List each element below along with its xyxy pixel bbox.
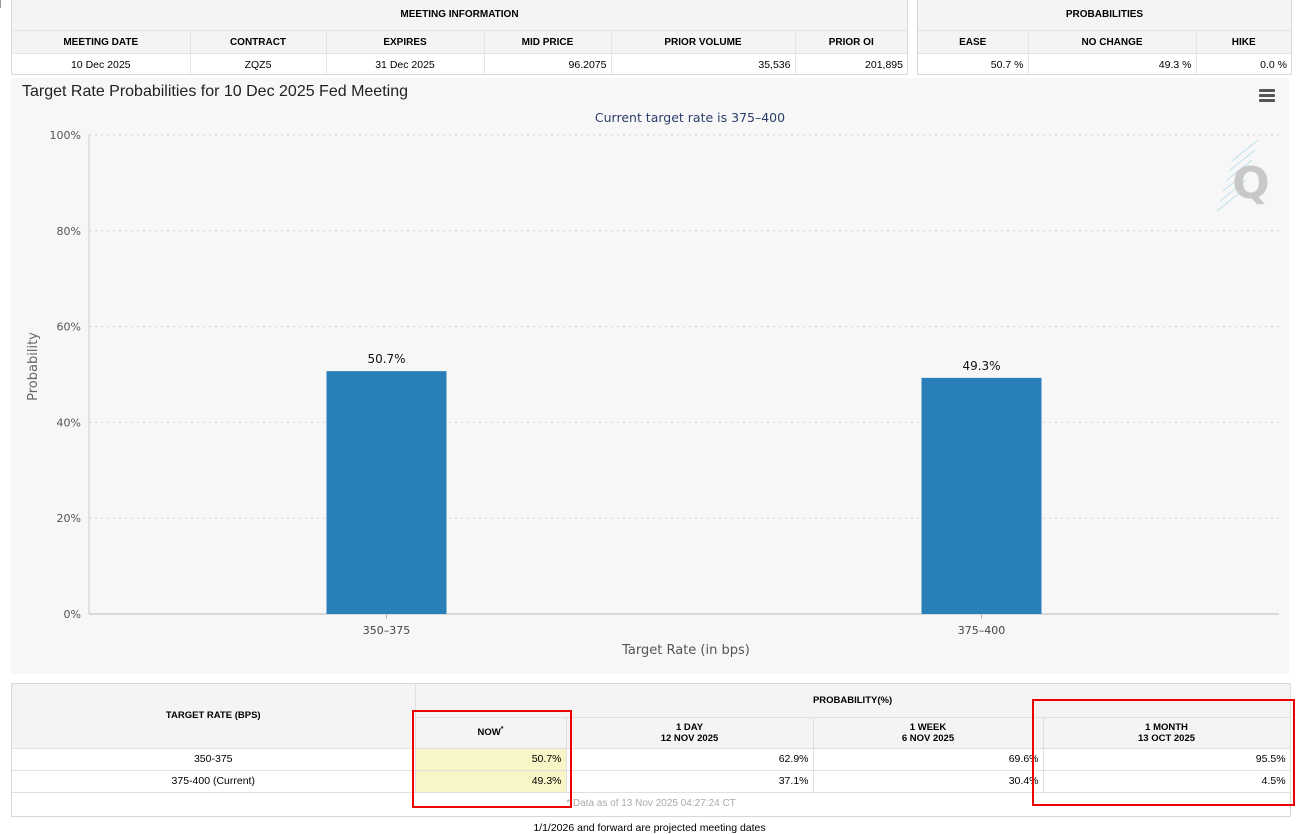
- now-cell: 49.3%: [415, 770, 567, 793]
- header-meeting-date: MEETING DATE: [12, 31, 191, 54]
- meeting-info-title: MEETING INFORMATION: [12, 0, 907, 31]
- y-axis-title: Probability: [26, 332, 41, 401]
- edge-marker: [0, 0, 1, 8]
- header-ease: EASE: [918, 31, 1029, 54]
- y-tick-label: 60%: [57, 321, 81, 334]
- no-change-value: 49.3 %: [1028, 53, 1197, 76]
- x-tick-label: 375–400: [958, 624, 1006, 637]
- day-cell: 37.1%: [566, 770, 814, 793]
- watermark-stripe: [1231, 139, 1259, 162]
- header-1-week: 1 WEEK 6 NOV 2025: [813, 717, 1044, 749]
- header-probability-group: PROBABILITY(%): [415, 684, 1291, 718]
- bar-chart: Q 0% 20% 40% 60% 80% 100% 50.7% 350–375 49.3% 375…: [26, 110, 1279, 658]
- probability-history-panel: TARGET RATE (BPS) PROBABILITY(%) NOW* 1 …: [11, 683, 1291, 817]
- header-mid-price: MID PRICE: [484, 31, 612, 54]
- week-cell: 69.6%: [813, 748, 1044, 771]
- meeting-info-table: MEETING DATE CONTRACT EXPIRES MID PRICE …: [12, 31, 907, 76]
- prior-volume-value: 35,536: [611, 53, 796, 76]
- header-1-day: 1 DAY 12 NOV 2025: [566, 717, 814, 749]
- data-label: 50.7%: [367, 352, 405, 366]
- rate-cell: 375-400 (Current): [12, 770, 416, 793]
- bars: [326, 371, 1042, 614]
- header-now: NOW*: [415, 717, 567, 749]
- meeting-info-panel: MEETING INFORMATION MEETING DATE CONTRAC…: [11, 0, 908, 76]
- chart-subtitle: Current target rate is 375–400: [595, 110, 785, 125]
- y-tick-label: 0%: [64, 608, 81, 621]
- probabilities-table: EASE NO CHANGE HIKE 50.7 % 49.3 % 0.0 %: [918, 31, 1291, 76]
- chart-menu-icon[interactable]: [1259, 89, 1275, 102]
- y-tick-label: 20%: [57, 512, 81, 525]
- watermark-stripe: [1216, 189, 1244, 212]
- table-row: 375-400 (Current) 49.3% 37.1% 30.4% 4.5%: [12, 770, 1291, 793]
- bar-1: [921, 377, 1042, 614]
- month-cell: 95.5%: [1043, 748, 1291, 771]
- mid-price-value: 96.2075: [484, 53, 612, 76]
- chart-title: Target Rate Probabilities for 10 Dec 202…: [22, 83, 408, 100]
- y-tick-label: 100%: [50, 129, 81, 142]
- header-prior-volume: PRIOR VOLUME: [611, 31, 796, 54]
- expires-value: 31 Dec 2025: [326, 53, 485, 76]
- watermark-q: Q: [1232, 158, 1269, 209]
- watermark-logo: Q: [1216, 139, 1270, 212]
- now-cell: 50.7%: [415, 748, 567, 771]
- bar-0: [326, 371, 447, 614]
- header-target-rate: TARGET RATE (BPS): [12, 684, 416, 749]
- ease-value: 50.7 %: [918, 53, 1029, 76]
- data-label: 49.3%: [962, 359, 1000, 373]
- grid-lines: [89, 134, 1279, 519]
- watermark-stripe: [1222, 169, 1250, 192]
- prior-oi-value: 201,895: [795, 53, 907, 76]
- header-contract: CONTRACT: [190, 31, 327, 54]
- labels: 0% 20% 40% 60% 80% 100% 50.7% 350–375 49.3% 375–4…: [26, 110, 1005, 658]
- day-cell: 62.9%: [566, 748, 814, 771]
- header-prior-oi: PRIOR OI: [795, 31, 907, 54]
- y-tick-label: 80%: [57, 225, 81, 238]
- probability-history-table: TARGET RATE (BPS) PROBABILITY(%) NOW* 1 …: [12, 684, 1291, 793]
- probabilities-title: PROBABILITIES: [918, 0, 1291, 31]
- x-tick-label: 350–375: [363, 624, 411, 637]
- watermark-stripe: [1225, 159, 1253, 182]
- meeting-date-value: 10 Dec 2025: [12, 53, 191, 76]
- week-cell: 30.4%: [813, 770, 1044, 793]
- watermark-stripe: [1228, 149, 1256, 172]
- header-hike: HIKE: [1196, 31, 1291, 54]
- header-no-change: NO CHANGE: [1028, 31, 1197, 54]
- contract-value: ZQZ5: [190, 53, 327, 76]
- rate-cell: 350-375: [12, 748, 416, 771]
- probabilities-panel: PROBABILITIES EASE NO CHANGE HIKE 50.7 %…: [917, 0, 1292, 76]
- chart-container: Q 0% 20% 40% 60% 80% 100% 50.7% 350–375 49.3% 375…: [11, 78, 1289, 674]
- projected-dates-note: 1/1/2026 and forward are projected meeti…: [533, 822, 766, 834]
- axes: [88, 135, 1279, 619]
- watermark-stripe: [1219, 179, 1247, 202]
- table-row: 350-375 50.7% 62.9% 69.6% 95.5%: [12, 748, 1291, 771]
- data-timestamp-footnote: * Data as of 13 Nov 2025 04:27:24 CT: [566, 798, 736, 809]
- y-tick-label: 40%: [57, 416, 81, 429]
- x-axis-title: Target Rate (in bps): [621, 643, 750, 658]
- header-expires: EXPIRES: [326, 31, 485, 54]
- hike-value: 0.0 %: [1196, 53, 1291, 76]
- header-1-month: 1 MONTH 13 OCT 2025: [1043, 717, 1291, 749]
- month-cell: 4.5%: [1043, 770, 1291, 793]
